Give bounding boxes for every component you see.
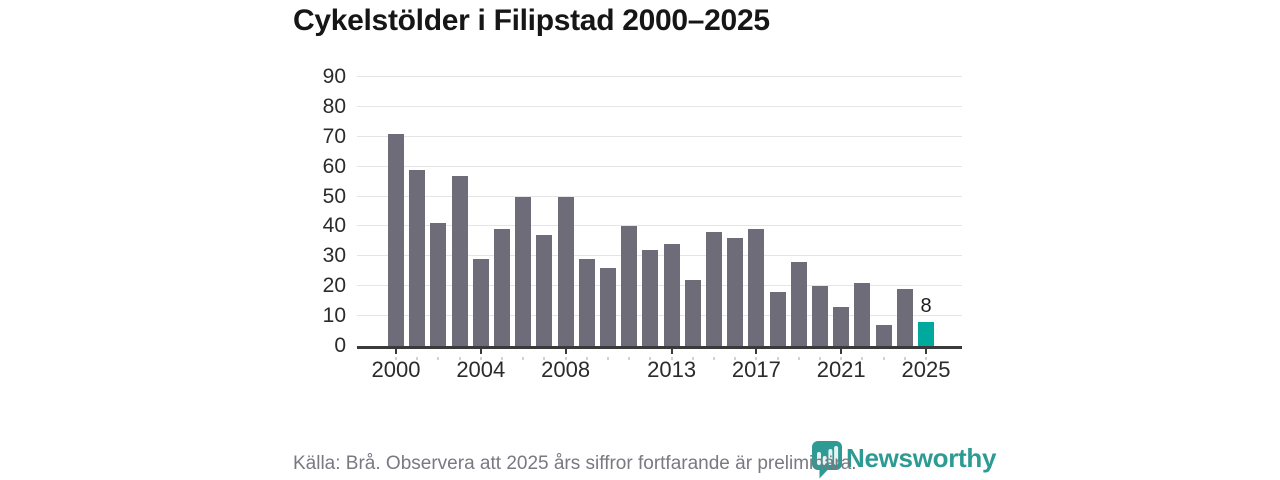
x-tick-label-2025: 2025 bbox=[901, 357, 951, 382]
x-minor-tick-2019 bbox=[797, 357, 800, 360]
x-minor-tick-2012 bbox=[649, 357, 652, 360]
x-tick-label-2017: 2017 bbox=[731, 357, 781, 382]
gridline-70 bbox=[357, 135, 962, 137]
x-minor-tick-2016 bbox=[734, 357, 737, 360]
bar-2000 bbox=[388, 133, 404, 346]
x-minor-tick-2018 bbox=[776, 357, 779, 360]
x-minor-tick-2017 bbox=[755, 357, 758, 360]
x-tick-label-2021: 2021 bbox=[816, 357, 866, 382]
bar-2003 bbox=[451, 175, 468, 346]
bar-2007 bbox=[536, 235, 553, 346]
bar-2021 bbox=[833, 307, 850, 346]
x-major-tick-2004 bbox=[479, 346, 482, 354]
bar-2001 bbox=[409, 169, 426, 346]
x-major-tick-2008 bbox=[564, 346, 567, 354]
x-minor-tick-2001 bbox=[416, 357, 419, 360]
logo-wordmark: Newsworthy bbox=[846, 443, 997, 473]
bar-2006 bbox=[515, 196, 532, 346]
x-minor-tick-2025 bbox=[925, 357, 927, 360]
x-minor-tick-2011 bbox=[628, 357, 631, 360]
gridline-30 bbox=[357, 255, 962, 257]
x-major-tick-2000 bbox=[395, 346, 397, 354]
x-minor-tick-2000 bbox=[395, 357, 397, 360]
x-minor-tick-2021 bbox=[840, 357, 843, 360]
x-tick-label-2013: 2013 bbox=[647, 357, 697, 382]
gridline-60 bbox=[357, 165, 962, 167]
x-minor-tick-2014 bbox=[691, 357, 694, 360]
y-tick-label-50: 50 bbox=[322, 184, 346, 208]
value-label-2025: 8 bbox=[920, 295, 932, 318]
x-minor-tick-2006 bbox=[522, 357, 525, 360]
bar-2018 bbox=[769, 292, 786, 346]
gridline-90 bbox=[357, 76, 962, 77]
bar-2024 bbox=[896, 289, 913, 346]
gridline-80 bbox=[357, 105, 962, 107]
x-minor-tick-2024 bbox=[903, 357, 906, 360]
y-tick-label-40: 40 bbox=[322, 214, 346, 238]
bar-2017 bbox=[748, 229, 765, 346]
y-tick-label-90: 90 bbox=[322, 65, 346, 88]
x-minor-tick-2009 bbox=[585, 357, 588, 360]
gridline-50 bbox=[357, 195, 962, 197]
bar-2002 bbox=[430, 223, 447, 346]
x-major-tick-2013 bbox=[670, 346, 673, 354]
y-tick-label-70: 70 bbox=[322, 124, 346, 148]
x-minor-tick-2023 bbox=[882, 357, 885, 360]
gridline-10 bbox=[357, 315, 962, 317]
gridline-40 bbox=[357, 225, 962, 227]
x-major-tick-2017 bbox=[755, 346, 758, 354]
y-tick-label-10: 10 bbox=[322, 304, 346, 328]
x-minor-tick-2007 bbox=[543, 357, 546, 360]
y-tick-label-30: 30 bbox=[322, 244, 346, 268]
x-minor-tick-2010 bbox=[607, 357, 609, 360]
x-tick-label-2008: 2008 bbox=[541, 357, 591, 382]
x-minor-tick-2008 bbox=[564, 357, 567, 360]
y-tick-label-20: 20 bbox=[322, 274, 346, 298]
x-minor-tick-2013 bbox=[670, 357, 673, 360]
x-tick-label-2000: 2000 bbox=[371, 357, 421, 382]
x-tick-label-2004: 2004 bbox=[456, 357, 506, 382]
bar-2020 bbox=[812, 286, 828, 346]
bar-2019 bbox=[790, 262, 807, 346]
bar-2004 bbox=[472, 259, 489, 346]
x-minor-tick-2022 bbox=[861, 357, 864, 360]
bar-2023 bbox=[875, 325, 892, 346]
x-minor-tick-2003 bbox=[458, 357, 461, 360]
bar-2011 bbox=[621, 226, 638, 346]
x-minor-tick-2020 bbox=[819, 357, 821, 360]
bar-chart-speech-bubble-icon bbox=[812, 441, 842, 480]
bar-2005 bbox=[494, 229, 510, 346]
bar-2015 bbox=[706, 232, 722, 346]
y-tick-label-0: 0 bbox=[334, 334, 346, 357]
x-minor-tick-2015 bbox=[713, 357, 715, 360]
x-major-tick-2021 bbox=[840, 346, 843, 354]
bar-2016 bbox=[727, 238, 744, 346]
y-tick-label-60: 60 bbox=[322, 154, 346, 178]
bar-2009 bbox=[578, 259, 595, 346]
plot-area: 0 10 20 30 40 50 60 70 80 90 8 2000 2004 2008 2013 2017… bbox=[323, 66, 962, 382]
newsworthy-logo[interactable]: Newsworthy bbox=[812, 441, 996, 480]
x-minor-tick-2004 bbox=[479, 357, 482, 360]
bar-2014 bbox=[684, 280, 701, 346]
x-major-tick-2025 bbox=[925, 346, 927, 354]
bar-2013 bbox=[663, 244, 680, 346]
bar-2025 bbox=[918, 322, 934, 346]
bar-2022 bbox=[854, 283, 871, 346]
gridline-20 bbox=[357, 285, 962, 287]
bar-2008 bbox=[557, 196, 574, 346]
y-tick-label-80: 80 bbox=[322, 94, 346, 118]
x-minor-tick-2005 bbox=[501, 357, 503, 360]
chart-title: Cykelstölder i Filipstad 2000–2025 bbox=[293, 4, 770, 37]
bar-2010 bbox=[600, 268, 616, 346]
x-minor-tick-2002 bbox=[437, 357, 440, 360]
bar-2012 bbox=[642, 250, 659, 346]
source-note: Källa: Brå. Observera att 2025 års siffr… bbox=[293, 453, 857, 474]
